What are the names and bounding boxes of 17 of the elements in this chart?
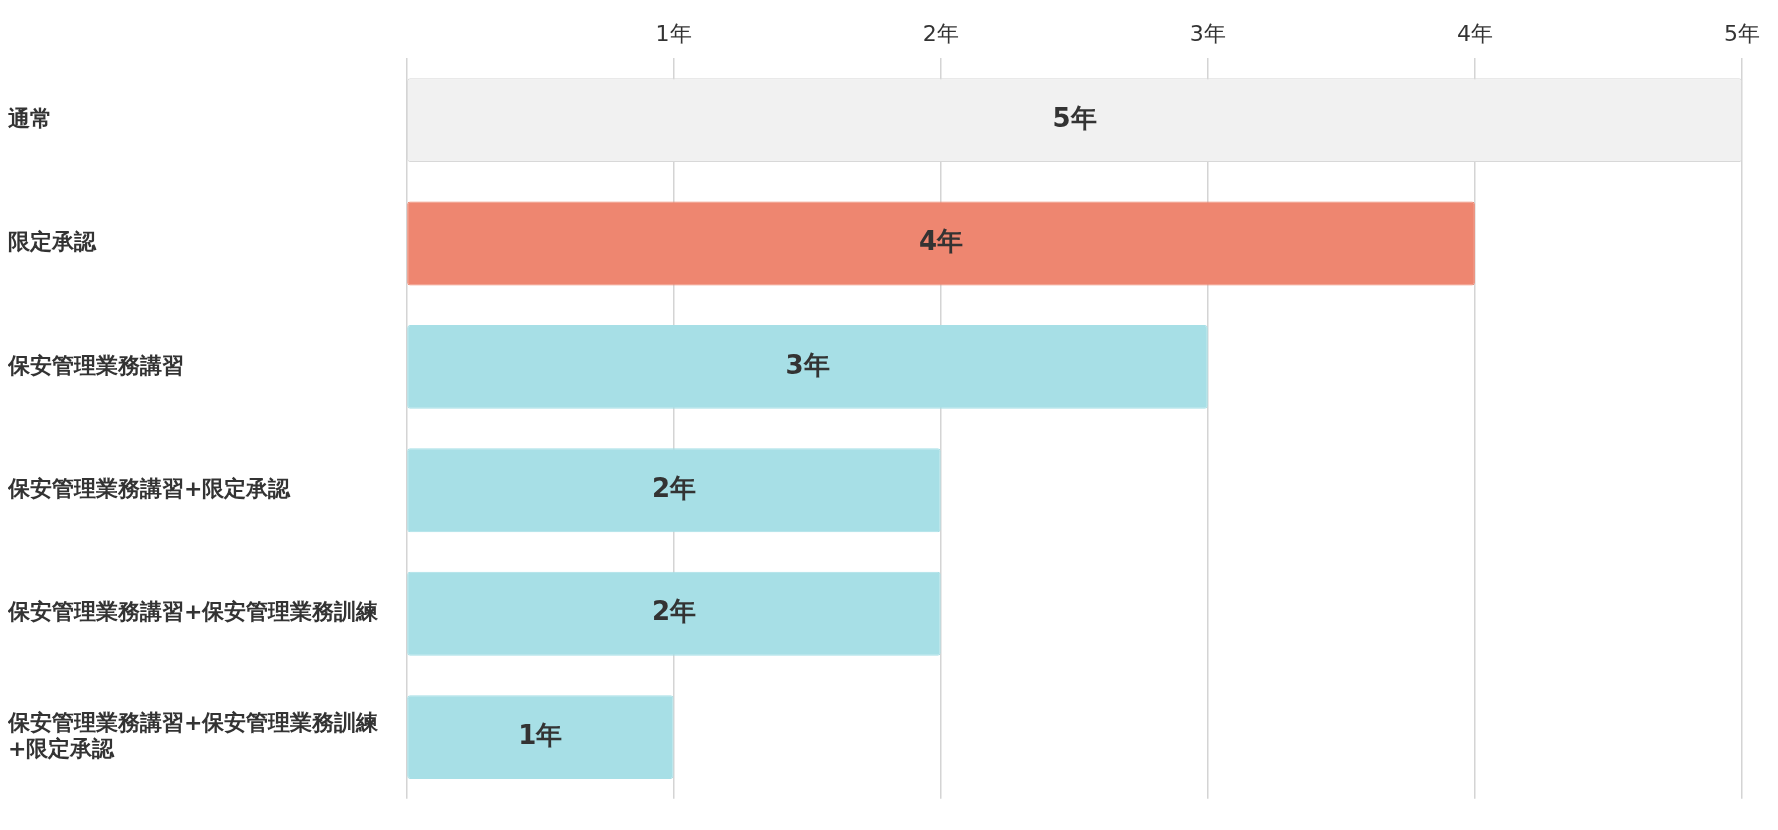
data-label: 1年 [518, 719, 563, 750]
data-label: 5年 [1052, 102, 1097, 133]
y-tick-label: 通常 [7, 105, 52, 131]
y-tick-label: 保安管理業務講習+保安管理業務訓練 +限定承認 [7, 709, 380, 762]
data-label: 2年 [651, 596, 696, 627]
y-tick-label: 限定承認 [8, 229, 97, 255]
y-tick-label: 保安管理業務講習 [7, 352, 184, 378]
y-tick-label: 保安管理業務講習+保安管理業務訓練 [7, 599, 380, 625]
x-tick-label: 4年 [1456, 20, 1493, 46]
y-tick-label: 保安管理業務講習+限定承認 [7, 476, 292, 502]
data-label: 4年 [918, 226, 964, 257]
x-tick-label: 1年 [655, 20, 692, 46]
x-tick-label: 3年 [1189, 20, 1226, 46]
x-tick-label: 2年 [922, 20, 959, 46]
data-label: 3年 [785, 349, 830, 380]
data-label: 2年 [651, 473, 696, 504]
x-tick-label: 5年 [1724, 20, 1760, 46]
